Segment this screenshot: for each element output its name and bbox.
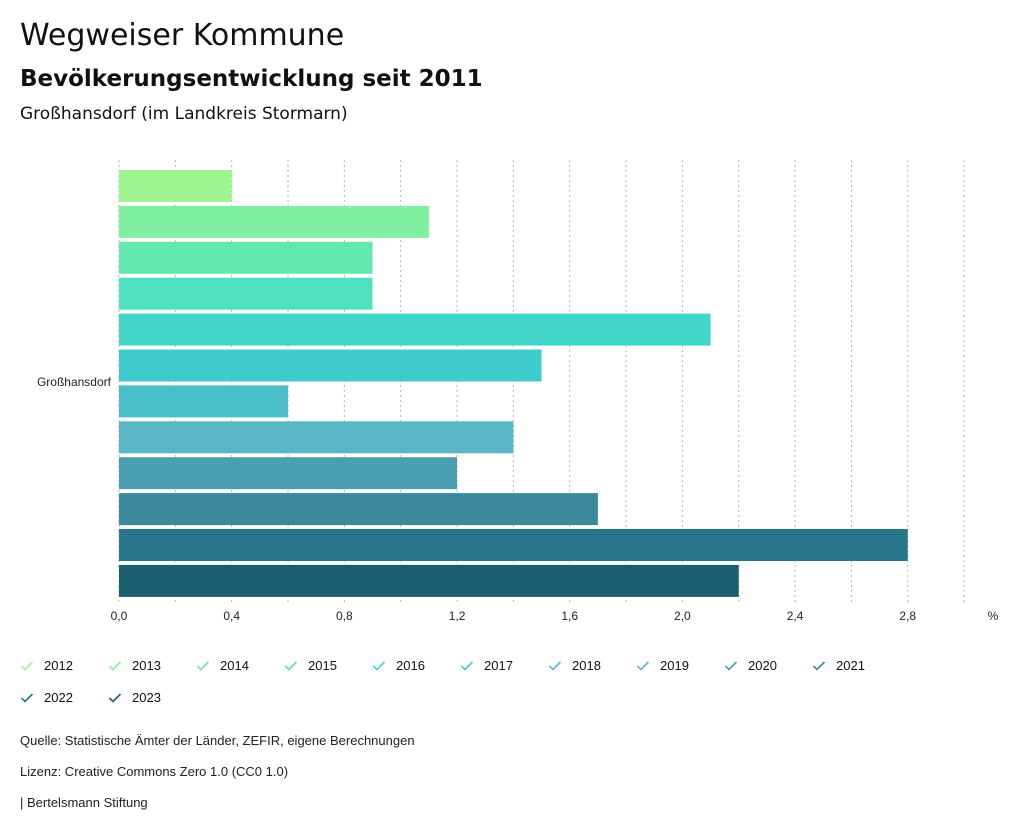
bar-2023[interactable] xyxy=(119,564,739,597)
legend-label: 2013 xyxy=(132,658,161,673)
legend-label: 2017 xyxy=(484,658,513,673)
check-icon xyxy=(724,660,738,671)
chart-subtitle: Bevölkerungsentwicklung seit 2011 xyxy=(20,66,483,92)
x-tick-label: 0,4 xyxy=(223,609,240,623)
check-icon xyxy=(108,692,122,703)
legend-item-2021[interactable]: 2021 xyxy=(812,658,865,673)
x-tick-label: 0,0 xyxy=(111,609,128,623)
check-icon xyxy=(636,660,650,671)
check-icon xyxy=(372,660,386,671)
legend-item-2017[interactable]: 2017 xyxy=(460,658,513,673)
legend-label: 2022 xyxy=(44,690,73,705)
legend-label: 2018 xyxy=(572,658,601,673)
bar-2014[interactable] xyxy=(119,241,373,274)
legend-item-2020[interactable]: 2020 xyxy=(724,658,777,673)
check-icon xyxy=(812,660,826,671)
x-tick-label: 1,2 xyxy=(449,609,466,623)
x-tick-label: 2,4 xyxy=(787,609,804,623)
chart-title: Wegweiser Kommune xyxy=(20,18,345,53)
legend-item-2013[interactable]: 2013 xyxy=(108,658,161,673)
legend-label: 2016 xyxy=(396,658,425,673)
bar-chart: Großhansdorf 0,0 0,4 0,8 1,2 1,6 2,0 2,4 2,8% xyxy=(37,160,999,623)
check-icon xyxy=(196,660,210,671)
unit-label: % xyxy=(988,609,999,623)
bar-2013[interactable] xyxy=(119,205,429,238)
check-icon xyxy=(108,660,122,671)
legend-label: 2020 xyxy=(748,658,777,673)
legend-item-2018[interactable]: 2018 xyxy=(548,658,601,673)
check-icon xyxy=(548,660,562,671)
legend-label: 2014 xyxy=(220,658,249,673)
legend-item-2023[interactable]: 2023 xyxy=(108,690,161,705)
check-icon xyxy=(20,692,34,703)
bar-2020[interactable] xyxy=(119,457,458,490)
source-note: Quelle: Statistische Ämter der Länder, Z… xyxy=(20,733,415,748)
check-icon xyxy=(460,660,474,671)
bar-2012[interactable] xyxy=(119,170,232,202)
check-icon xyxy=(20,660,34,671)
legend-item-2014[interactable]: 2014 xyxy=(196,658,249,673)
legend-label: 2015 xyxy=(308,658,337,673)
legend-item-2019[interactable]: 2019 xyxy=(636,658,689,673)
publisher-note: | Bertelsmann Stiftung xyxy=(20,795,148,810)
bar-2016[interactable] xyxy=(119,313,711,346)
legend-item-2022[interactable]: 2022 xyxy=(20,690,73,705)
x-tick-label: 2,8 xyxy=(899,609,916,623)
license-note: Lizenz: Creative Commons Zero 1.0 (CC0 1… xyxy=(20,764,289,779)
bar-2018[interactable] xyxy=(119,385,289,418)
legend-item-2015[interactable]: 2015 xyxy=(284,658,337,673)
x-tick-label: 1,6 xyxy=(561,609,578,623)
region-label: Großhansdorf (im Landkreis Stormarn) xyxy=(20,104,348,124)
legend-item-2012[interactable]: 2012 xyxy=(20,658,73,673)
legend-label: 2023 xyxy=(132,690,161,705)
bar-2019[interactable] xyxy=(119,421,514,454)
legend-label: 2012 xyxy=(44,658,73,673)
bar-2022[interactable] xyxy=(119,529,908,561)
legend-label: 2019 xyxy=(660,658,689,673)
bar-2015[interactable] xyxy=(119,277,373,310)
legend-item-2016[interactable]: 2016 xyxy=(372,658,425,673)
category-label: Großhansdorf xyxy=(37,375,112,389)
x-tick-label: 2,0 xyxy=(674,609,691,623)
legend-label: 2021 xyxy=(836,658,865,673)
bar-2021[interactable] xyxy=(119,493,598,526)
bar-2017[interactable] xyxy=(119,349,542,382)
check-icon xyxy=(284,660,298,671)
x-tick-label: 0,8 xyxy=(336,609,353,623)
